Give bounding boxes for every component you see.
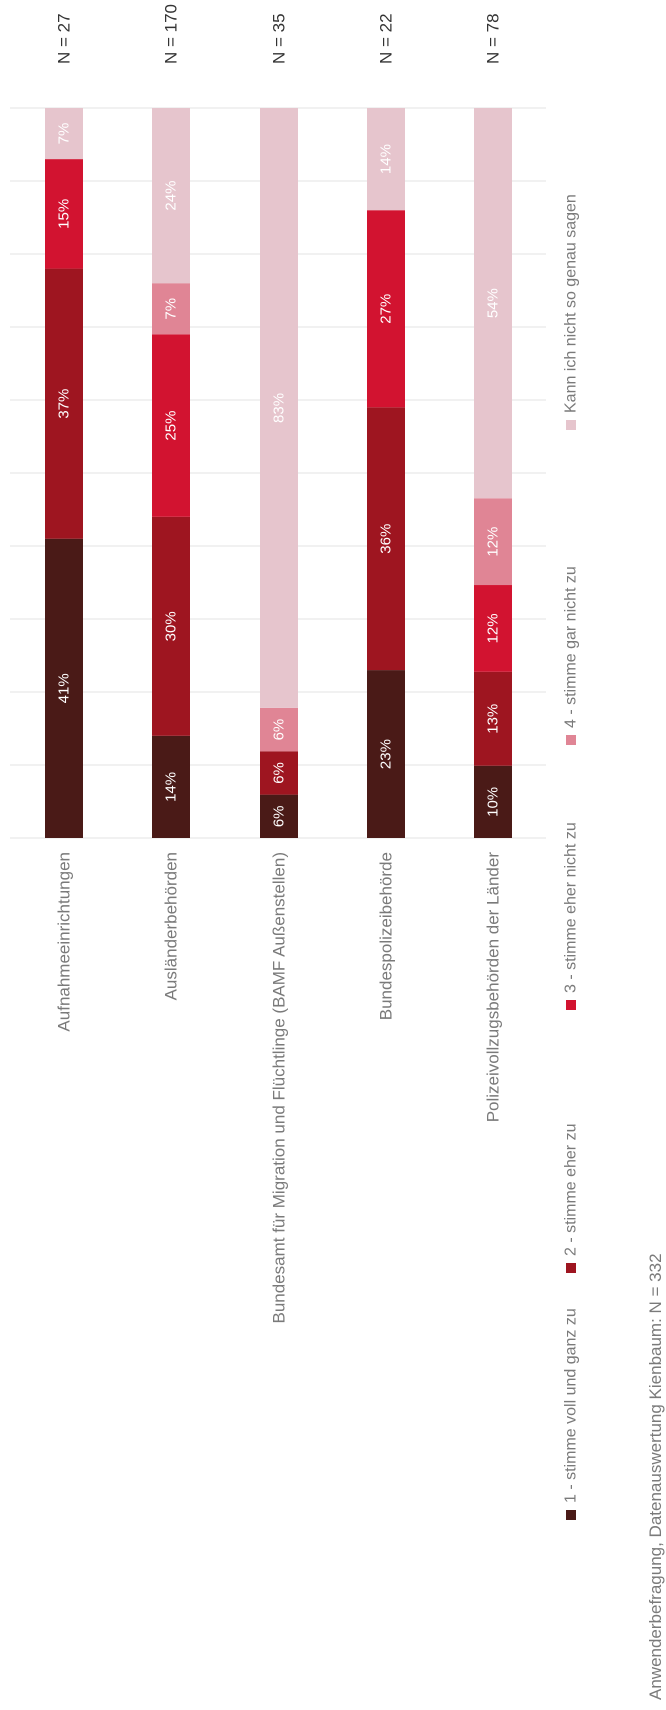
bar-value-label: 30%: [163, 611, 180, 641]
bar-segment: [152, 735, 190, 838]
legend: 1 - stimme voll und ganz zu 2 - stimme eh…: [563, 194, 580, 1520]
bar-value-label: 12%: [485, 613, 502, 643]
bar-segment: [152, 108, 190, 284]
bar-segment: [260, 707, 298, 752]
bars: 41% 37% 15% 7% 14% 30% 25% 7% 24% 6% 6% 6% 83% 23% 36%…: [45, 108, 512, 838]
legend-label: 1 - stimme voll und ganz zu: [563, 1308, 580, 1503]
sample-size-label: N = 78: [484, 13, 503, 64]
bar-value-label: 25%: [163, 411, 180, 441]
bar-value-label: 10%: [485, 787, 502, 817]
bar-segment: [367, 108, 405, 211]
bar-value-label: 7%: [56, 123, 73, 145]
legend-label: 4 - stimme gar nicht zu: [563, 566, 580, 728]
bar-segment: [260, 108, 298, 708]
source-note: Anwenderbefragung, Datenauswertung Kienb…: [646, 1253, 665, 1700]
bar-segment: [474, 585, 512, 672]
bar-value-label: 7%: [163, 298, 180, 320]
bar-segment: [367, 670, 405, 838]
bar-segment: [152, 516, 190, 736]
legend-swatch: [566, 1000, 576, 1010]
sample-size-label: N = 170: [162, 4, 181, 64]
legend-swatch: [566, 1510, 576, 1520]
bar-value-label: 83%: [271, 393, 288, 423]
legend-label: 3 - stimme eher nicht zu: [563, 822, 580, 993]
legend-swatch: [566, 735, 576, 745]
bar-segment: [474, 108, 512, 499]
bar-value-label: 14%: [163, 772, 180, 802]
sample-size-label: N = 27: [55, 13, 74, 64]
bar-segment: [474, 498, 512, 586]
sample-size-label: N = 35: [270, 13, 289, 64]
bar-value-label: 6%: [271, 719, 288, 741]
legend-label: 2 - stimme eher zu: [563, 1124, 580, 1256]
bar-value-label: 27%: [378, 294, 395, 324]
bar-segment: [260, 794, 298, 838]
legend-swatch: [566, 420, 576, 430]
bar-segment: [45, 159, 83, 269]
bar-segment: [152, 283, 190, 335]
legend-label: Kann ich nicht so genau sagen: [563, 194, 580, 413]
sample-size-labels: N = 27 N = 170 N = 35 N = 22 N = 78: [55, 4, 503, 64]
bar-value-label: 23%: [378, 739, 395, 769]
category-label: Bundespolizeibehörde: [377, 852, 396, 1020]
bar-segment: [367, 407, 405, 671]
bar-segment: [260, 751, 298, 795]
bar-value-label: 12%: [485, 527, 502, 557]
bar-value-label: 15%: [56, 199, 73, 229]
bar-value-label: 24%: [163, 181, 180, 211]
bar-value-label: 13%: [485, 704, 502, 734]
bar-value-label: 6%: [271, 805, 288, 827]
category-label: Aufnahmeeinrichtungen: [55, 852, 74, 1032]
bar-segment: [474, 671, 512, 766]
category-label: Bundesamt für Migration und Flüchtlinge …: [270, 852, 289, 1324]
bar-segment: [367, 210, 405, 408]
category-label: Ausländerbehörden: [162, 852, 181, 1000]
bar-value-label: 14%: [378, 144, 395, 174]
bar-segment: [45, 108, 83, 160]
bar-segment: [474, 765, 512, 838]
bar-value-label: 54%: [485, 288, 502, 318]
bar-segment: [45, 268, 83, 539]
bar-value-label: 37%: [56, 389, 73, 419]
category-label: Polizeivollzugsbehörden der Länder: [484, 852, 503, 1123]
sample-size-label: N = 22: [377, 13, 396, 64]
bar-value-label: 6%: [271, 762, 288, 784]
bar-value-label: 41%: [56, 673, 73, 703]
bar-segment: [45, 538, 83, 838]
legend-swatch: [566, 1263, 576, 1273]
bar-value-label: 36%: [378, 524, 395, 554]
category-labels: Aufnahmeeinrichtungen Ausländerbehörden Bu…: [55, 852, 503, 1324]
bar-segment: [152, 334, 190, 517]
